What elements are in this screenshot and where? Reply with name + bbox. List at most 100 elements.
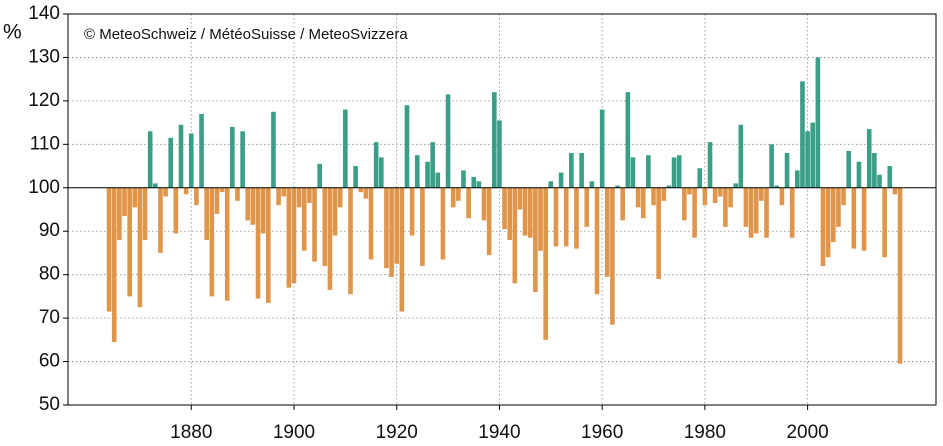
bar — [127, 187, 132, 297]
bar — [163, 187, 168, 197]
bar — [625, 92, 631, 188]
bar — [250, 187, 256, 225]
bar — [420, 187, 425, 266]
bar — [358, 187, 364, 193]
bar — [224, 187, 230, 301]
bar — [666, 185, 672, 188]
bar — [656, 187, 661, 280]
x-tick-label: 1980 — [684, 422, 726, 443]
bar — [343, 109, 348, 188]
bar — [466, 187, 471, 219]
bar — [887, 166, 893, 188]
bar — [461, 170, 466, 188]
bar — [815, 57, 821, 188]
bar — [533, 187, 538, 293]
bar — [538, 187, 543, 251]
bar — [820, 187, 826, 266]
bar — [610, 187, 615, 325]
bar — [697, 168, 703, 188]
bar — [281, 187, 287, 197]
bar — [378, 157, 384, 188]
bar — [517, 187, 523, 210]
bar — [676, 155, 682, 188]
bar — [866, 129, 872, 188]
bar — [784, 153, 790, 188]
bar — [204, 187, 209, 240]
bar — [291, 187, 297, 284]
y-tick-label: 90 — [39, 220, 60, 241]
bar — [194, 187, 199, 206]
bar — [240, 131, 245, 188]
bar — [548, 181, 554, 188]
bar — [230, 126, 235, 188]
y-tick-label: 100 — [28, 177, 60, 198]
bar — [147, 131, 153, 188]
bar — [158, 187, 163, 253]
plot-frame — [67, 13, 937, 406]
bar — [810, 122, 816, 188]
bar — [414, 155, 420, 188]
bar — [604, 187, 610, 277]
y-tick-label: 80 — [39, 264, 60, 285]
bar — [173, 187, 179, 234]
bar — [795, 170, 800, 188]
bar — [615, 185, 620, 188]
bar — [507, 187, 513, 240]
bar — [214, 187, 220, 214]
bar — [882, 187, 887, 258]
y-tick-label: 60 — [39, 351, 60, 372]
bar — [117, 187, 122, 240]
x-tick-label: 1880 — [170, 422, 212, 443]
x-tick-label: 1960 — [581, 422, 623, 443]
bar — [122, 187, 127, 217]
y-tick-label: 130 — [28, 46, 60, 67]
bar — [682, 187, 687, 221]
bar — [841, 187, 846, 206]
annotation: © MeteoSchweiz / MétéoSuisse / MeteoSviz… — [84, 26, 408, 43]
bar — [594, 187, 600, 295]
x-tick-label: 1940 — [478, 422, 520, 443]
bar — [825, 187, 831, 258]
bar — [877, 174, 882, 188]
bar — [271, 111, 276, 188]
bar — [738, 124, 744, 188]
bar — [671, 157, 677, 188]
bar — [394, 187, 400, 264]
bar — [178, 124, 184, 188]
y-tick-label: 70 — [39, 307, 60, 328]
bar — [640, 187, 646, 219]
x-tick-label: 1920 — [376, 422, 418, 443]
bar — [753, 187, 759, 234]
bar — [779, 187, 785, 206]
bar — [312, 187, 317, 262]
bar — [558, 172, 564, 188]
bar — [132, 187, 138, 208]
bar — [527, 187, 533, 238]
bar — [789, 187, 795, 238]
bar — [286, 187, 292, 288]
bar — [687, 187, 692, 195]
bar — [409, 187, 415, 236]
bar — [276, 187, 281, 206]
bar — [830, 187, 836, 243]
bar — [748, 187, 754, 238]
y-tick-label: 50 — [39, 394, 60, 415]
bar — [389, 187, 394, 277]
bar — [332, 187, 338, 236]
bar — [327, 187, 333, 290]
bar — [579, 153, 584, 188]
bar — [445, 94, 451, 188]
bar — [260, 187, 266, 234]
bar — [661, 187, 667, 201]
bar — [717, 187, 723, 197]
bar — [574, 187, 579, 249]
x-tick-label: 2000 — [786, 422, 828, 443]
y-tick-label: 120 — [28, 90, 60, 111]
bar — [589, 181, 595, 188]
bar — [651, 187, 656, 206]
bar — [106, 187, 112, 312]
bar — [743, 187, 749, 227]
bar — [599, 109, 605, 188]
bar — [153, 183, 158, 188]
